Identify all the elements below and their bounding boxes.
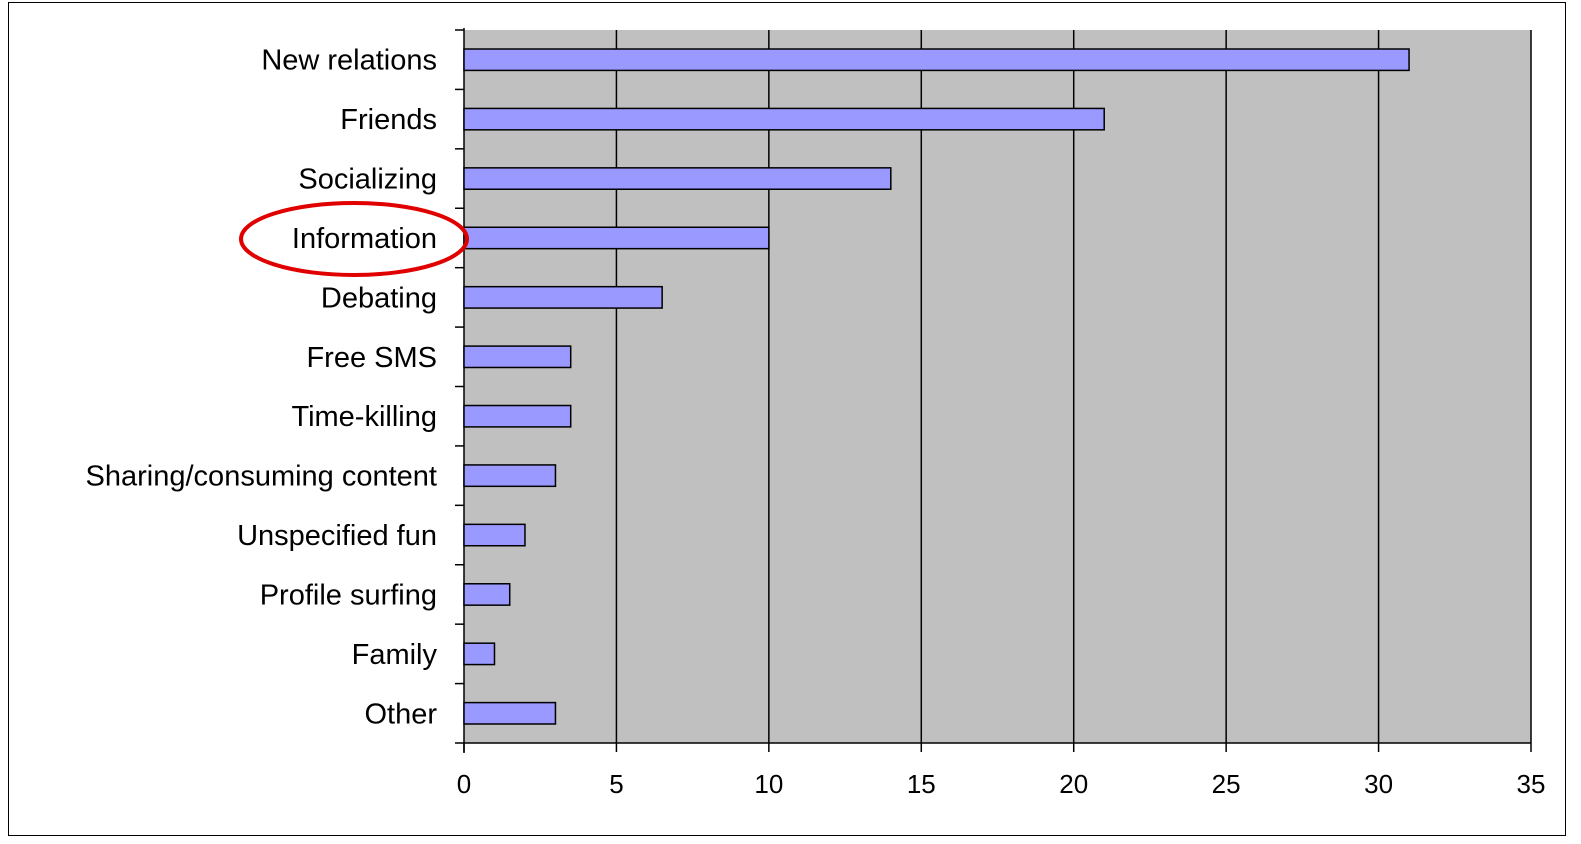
x-tick-label-5: 5 bbox=[609, 769, 623, 799]
bar-chart: 0 5 10 15 20 25 30 35 New relations Friends Social… bbox=[86, 28, 1546, 799]
plot-area bbox=[464, 30, 1531, 743]
chart-frame: 0 5 10 15 20 25 30 35 New relations Friends Social… bbox=[8, 2, 1566, 836]
x-tick-label-0: 0 bbox=[457, 769, 471, 799]
category-label-friends: Friends bbox=[340, 104, 437, 136]
bar-information bbox=[463, 226, 770, 250]
x-tick-label-30: 30 bbox=[1364, 769, 1393, 799]
x-tick-label-10: 10 bbox=[754, 769, 783, 799]
bar-debating bbox=[463, 285, 663, 309]
category-label-free-sms: Free SMS bbox=[306, 342, 437, 374]
bar-sharing-consuming-content bbox=[463, 464, 557, 488]
x-tick-label-35: 35 bbox=[1517, 769, 1546, 799]
bar-new-relations bbox=[463, 48, 1410, 72]
category-label-socializing: Socializing bbox=[298, 164, 437, 196]
category-label-family: Family bbox=[352, 639, 438, 671]
category-label-profile-surfing: Profile surfing bbox=[260, 579, 437, 611]
bar-free-sms bbox=[463, 345, 572, 369]
category-label-new-relations: New relations bbox=[261, 45, 437, 77]
category-label-time-killing: Time-killing bbox=[291, 401, 437, 433]
category-label-unspecified-fun: Unspecified fun bbox=[237, 520, 437, 552]
bar-profile-surfing bbox=[463, 583, 511, 606]
bar-other bbox=[463, 701, 557, 725]
category-label-information: Information bbox=[292, 223, 437, 255]
x-tick-label-20: 20 bbox=[1059, 769, 1088, 799]
bar-socializing bbox=[463, 167, 892, 190]
category-label-debating: Debating bbox=[321, 282, 437, 314]
x-tick-label-15: 15 bbox=[907, 769, 936, 799]
bar-friends bbox=[463, 107, 1105, 131]
x-tick-label-25: 25 bbox=[1212, 769, 1241, 799]
category-label-sharing-consuming-content: Sharing/consuming content bbox=[86, 461, 437, 493]
bar-unspecified-fun bbox=[463, 523, 526, 547]
category-label-other: Other bbox=[364, 698, 437, 730]
bar-family bbox=[463, 642, 496, 666]
bar-time-killing bbox=[463, 404, 572, 428]
highlight-ellipse bbox=[239, 200, 469, 277]
